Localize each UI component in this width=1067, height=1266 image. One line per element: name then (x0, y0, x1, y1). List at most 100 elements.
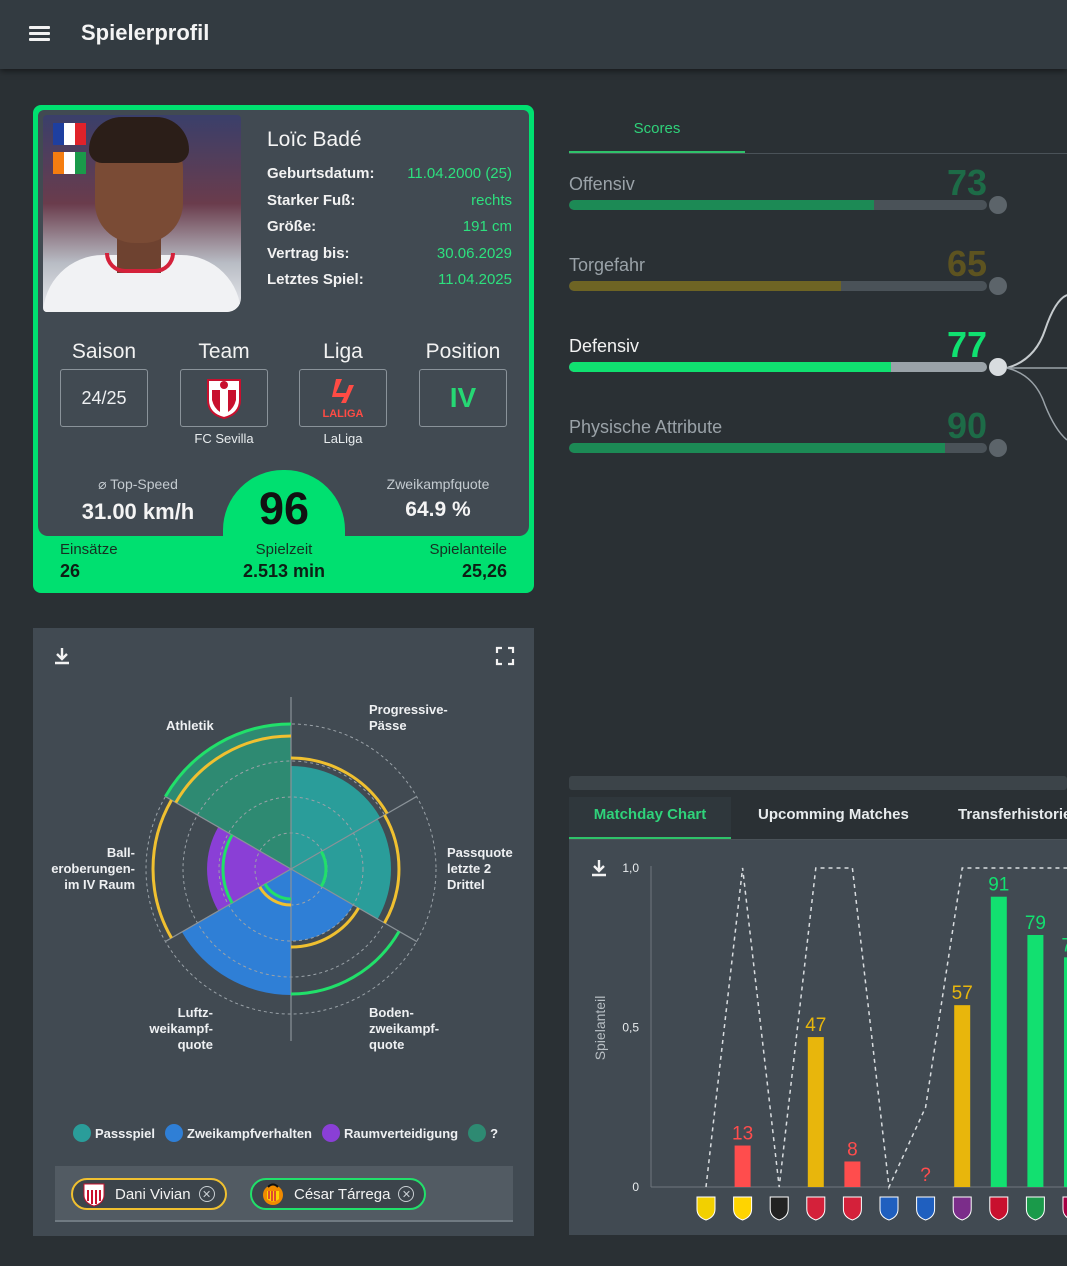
compare-players-bar: Dani Vivian ✕ César Tárrega ✕ (55, 1166, 513, 1222)
apps-stat: Einsätze 26 (60, 541, 118, 581)
season-selector[interactable]: 24/25 (60, 369, 148, 427)
bilbao-crest-icon[interactable] (989, 1196, 1009, 1221)
svg-text:LALIGA: LALIGA (323, 408, 364, 420)
bar-value-label: 13 (732, 1124, 753, 1145)
fullscreen-icon[interactable] (495, 646, 515, 666)
mallorca-crest-icon[interactable] (806, 1196, 826, 1221)
player-name: Loïc Badé (267, 128, 362, 151)
team-crest-box[interactable] (180, 369, 268, 427)
share-stat: Spielanteile 25,26 (429, 541, 507, 581)
position-box: IV (419, 369, 507, 427)
overall-rating: 96 (258, 483, 310, 534)
score-defensiv[interactable]: Defensiv 77 (569, 324, 1009, 384)
barcelona-crest-icon[interactable] (1062, 1196, 1067, 1220)
bar-value-label: 8 (847, 1139, 858, 1160)
ivory-coast-flag-icon (53, 152, 86, 174)
page-title: Spielerprofil (81, 20, 210, 45)
score-torgefahr[interactable]: Torgefahr 65 (569, 243, 1009, 303)
y-tick-label: 0 (632, 1180, 639, 1194)
match-tabs: Matchday Chart Upcomming Matches Transfe… (569, 797, 1067, 840)
radar-label-athletik: Athletik (166, 718, 214, 733)
minutes-share-line (705, 867, 1067, 1190)
girona-crest-icon[interactable] (842, 1196, 862, 1221)
legend-item[interactable]: Zweikampfverhalten (165, 1124, 312, 1142)
bar-value-label: 72 (1061, 935, 1067, 956)
score-connector-lines (1006, 294, 1067, 441)
y-axis-label: Spielanteil (592, 996, 608, 1061)
y-tick-label: 0,5 (622, 1021, 639, 1035)
bar-value-label: ? (920, 1165, 931, 1186)
app-bar: Spielerprofil (0, 0, 1067, 69)
player-photo (43, 115, 241, 312)
score-offensiv[interactable]: Offensiv 73 (569, 162, 1009, 222)
tab-scores[interactable]: Scores (569, 105, 745, 153)
villarreal-crest-icon[interactable] (733, 1196, 753, 1221)
info-contract: Vertrag bis: 30.06.2029 (267, 245, 512, 262)
y-tick-label: 1,0 (622, 861, 639, 875)
radar-label-passquote: Passquote letzte 2 Drittel (447, 845, 513, 892)
team-block: Team FC Sevilla (179, 340, 269, 446)
chart-bar (990, 896, 1007, 1187)
info-last-game: Letztes Spiel: 11.04.2025 (267, 271, 512, 288)
season-block: Saison 24/25 (59, 340, 149, 427)
radar-chart (145, 697, 437, 1041)
chart-bar (844, 1161, 861, 1187)
radar-label-luft: Luftz-weikampf-quote (149, 1005, 213, 1052)
info-birthdate: Geburtsdatum: 11.04.2000 (25) (267, 165, 512, 182)
info-foot: Starker Fuß: rechts (267, 192, 512, 209)
download-icon[interactable] (589, 858, 609, 878)
compare-chip-dani-vivian[interactable]: Dani Vivian ✕ (71, 1178, 227, 1210)
chart-bar (1027, 934, 1044, 1187)
remove-compare-icon[interactable]: ✕ (398, 1186, 415, 1202)
slider-knob[interactable] (989, 358, 1007, 376)
radar-label-progressive: Progressive- Pässe (369, 702, 448, 733)
valladolid-crest-icon[interactable] (952, 1196, 972, 1221)
valencia-crest-icon[interactable] (769, 1196, 789, 1221)
bar-value-label: 91 (988, 875, 1009, 896)
compare-chip-cesar-tarrega[interactable]: César Tárrega ✕ (250, 1178, 427, 1210)
tab-transferhistorie[interactable]: Transferhistorie (958, 806, 1067, 823)
chart-bar (954, 1005, 971, 1187)
player-card: Loïc Badé Geburtsdatum: 11.04.2000 (25) S… (33, 105, 534, 593)
bar-value-label: 47 (805, 1015, 826, 1036)
alaves-crest-icon[interactable] (916, 1196, 936, 1221)
scores-tabs: Scores (569, 105, 1067, 154)
valencia-crest-icon (263, 1183, 283, 1205)
bar-value-label: 79 (1025, 913, 1046, 934)
radar-panel: Athletik Progressive- Pässe Passquote letz… (33, 628, 534, 1236)
section-divider (569, 776, 1067, 790)
laliga-logo-icon: LALIGA (323, 379, 364, 420)
chart-bar (1064, 957, 1067, 1187)
radar-label-boden: Boden-zweikampf-quote (369, 1005, 440, 1052)
league-logo-box[interactable]: LALIGA (299, 369, 387, 427)
legend-item[interactable]: Passspiel (73, 1124, 155, 1142)
tab-matchday-chart[interactable]: Matchday Chart (569, 797, 731, 839)
hamburger-menu-icon[interactable] (29, 26, 50, 42)
legend-item[interactable]: ? (468, 1124, 498, 1142)
getafe-crest-icon[interactable] (879, 1196, 899, 1221)
score-physisch[interactable]: Physische Attribute 90 (569, 405, 1009, 465)
sevilla-crest-icon (207, 379, 241, 420)
minutes-stat: Spielzeit 2.513 min (242, 541, 326, 581)
betis-crest-icon[interactable] (1025, 1196, 1045, 1221)
player-card-body: Loïc Badé Geburtsdatum: 11.04.2000 (25) S… (38, 110, 529, 536)
remove-compare-icon[interactable]: ✕ (198, 1186, 215, 1202)
france-flag-icon (53, 123, 86, 145)
league-block: Liga LALIGA LaLiga (298, 340, 388, 446)
bilbao-crest-icon (83, 1183, 105, 1207)
bar-value-label: 57 (952, 983, 973, 1004)
duel-rate: Zweikampfquote 64.9 % (386, 476, 490, 521)
slider-knob[interactable] (989, 439, 1007, 457)
slider-knob[interactable] (989, 277, 1007, 295)
top-speed: ⌀ Top-Speed 31.00 km/h (81, 476, 195, 524)
radar-legend: Passspiel Zweikampfverhalten Raumverteid… (73, 1124, 498, 1142)
laspalmas-crest-icon[interactable] (696, 1196, 716, 1221)
legend-item[interactable]: Raumverteidigung (322, 1124, 458, 1142)
info-height: Größe: 191 cm (267, 218, 512, 235)
download-icon[interactable] (52, 646, 72, 666)
tab-upcoming-matches[interactable]: Upcomming Matches (758, 806, 909, 823)
chart-bar (734, 1145, 751, 1187)
slider-knob[interactable] (989, 196, 1007, 214)
